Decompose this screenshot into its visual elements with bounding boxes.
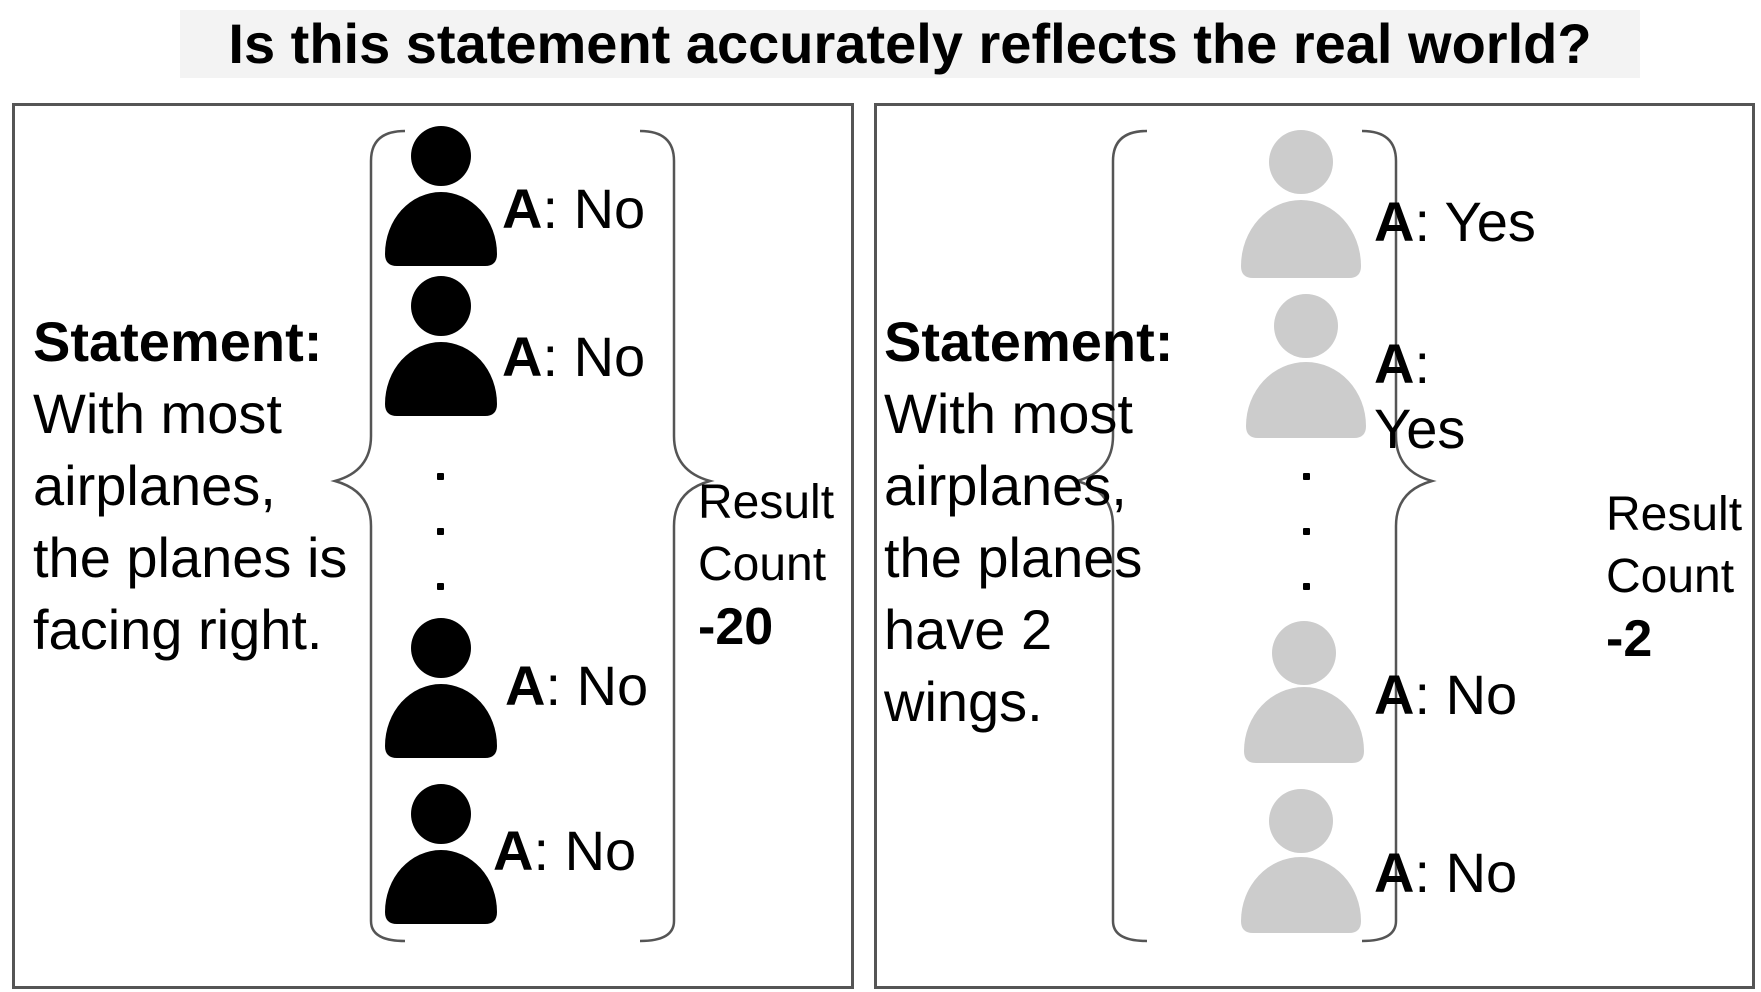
answer-label: A: No <box>502 176 645 242</box>
right-brace <box>1361 129 1437 943</box>
answer-value: : Yes <box>1414 190 1536 253</box>
answer-prefix: A <box>1374 332 1415 395</box>
panel-graphics-right <box>1072 129 1437 943</box>
answer-value: : No <box>542 325 646 388</box>
answer-value: : <box>1414 332 1431 395</box>
answer-value: : No <box>542 177 646 240</box>
answer-prefix: A <box>502 177 543 240</box>
left-brace <box>1072 129 1148 943</box>
person-icon <box>385 618 497 758</box>
answer-prefix: A <box>502 325 543 388</box>
answer-prefix: A <box>505 654 546 717</box>
result-count-value: -2 <box>1606 610 1653 668</box>
ellipsis-dot <box>1303 528 1310 535</box>
answer-value: : No <box>1414 841 1518 904</box>
result-count-label: Result Count <box>1606 488 1743 603</box>
person-icon <box>1241 130 1361 278</box>
answer-value: : No <box>533 819 637 882</box>
answer-label: A: No <box>505 653 648 719</box>
person-icon <box>385 126 497 266</box>
statement-block: Statement: With most airplanes, the plan… <box>884 306 1204 738</box>
person-icon <box>1246 294 1366 438</box>
ellipsis-dot <box>437 473 444 480</box>
answer-prefix: A <box>1374 841 1415 904</box>
answer-value: : No <box>1414 663 1518 726</box>
answer-prefix: A <box>1374 663 1415 726</box>
statement-panel-left: Statement: With most airplanes, the plan… <box>12 103 854 989</box>
person-icon <box>385 276 497 416</box>
person-icon <box>1241 789 1361 933</box>
ellipsis-dot <box>1303 583 1310 590</box>
answer-value: Yes <box>1374 397 1466 460</box>
panel-graphics-left <box>330 126 715 943</box>
ellipsis-dot <box>437 528 444 535</box>
result-count: Result Count -20 <box>698 472 848 658</box>
answer-label: A: No <box>502 324 645 390</box>
answer-label: A: No <box>493 818 636 884</box>
answer-prefix: A <box>1374 190 1415 253</box>
person-icon <box>385 784 497 924</box>
statement-block: Statement: With most airplanes, the plan… <box>33 306 353 666</box>
answer-prefix: A <box>493 819 534 882</box>
statement-text: With most airplanes, the planes is facin… <box>33 382 348 661</box>
answer-label: A: <box>1374 331 1430 397</box>
answer-label: A: No <box>1374 840 1517 906</box>
answer-value: : No <box>545 654 649 717</box>
right-brace <box>639 129 715 943</box>
statement-text: With most airplanes, the planes have 2 w… <box>884 382 1143 733</box>
statement-label: Statement: <box>33 310 323 373</box>
result-count-value: -20 <box>698 598 774 656</box>
statement-panel-right: Statement: With most airplanes, the plan… <box>874 103 1755 989</box>
answer-label: A: Yes <box>1374 189 1536 255</box>
answer-label: Yes <box>1374 396 1465 462</box>
statement-label: Statement: <box>884 310 1174 373</box>
left-brace <box>330 129 406 943</box>
ellipsis-dot <box>1303 473 1310 480</box>
result-count: Result Count -2 <box>1606 484 1756 670</box>
ellipsis-dot <box>437 583 444 590</box>
person-icon <box>1244 621 1364 763</box>
result-count-label: Result Count <box>698 476 835 591</box>
question-title: Is this statement accurately reflects th… <box>180 10 1640 78</box>
answer-label: A: No <box>1374 662 1517 728</box>
